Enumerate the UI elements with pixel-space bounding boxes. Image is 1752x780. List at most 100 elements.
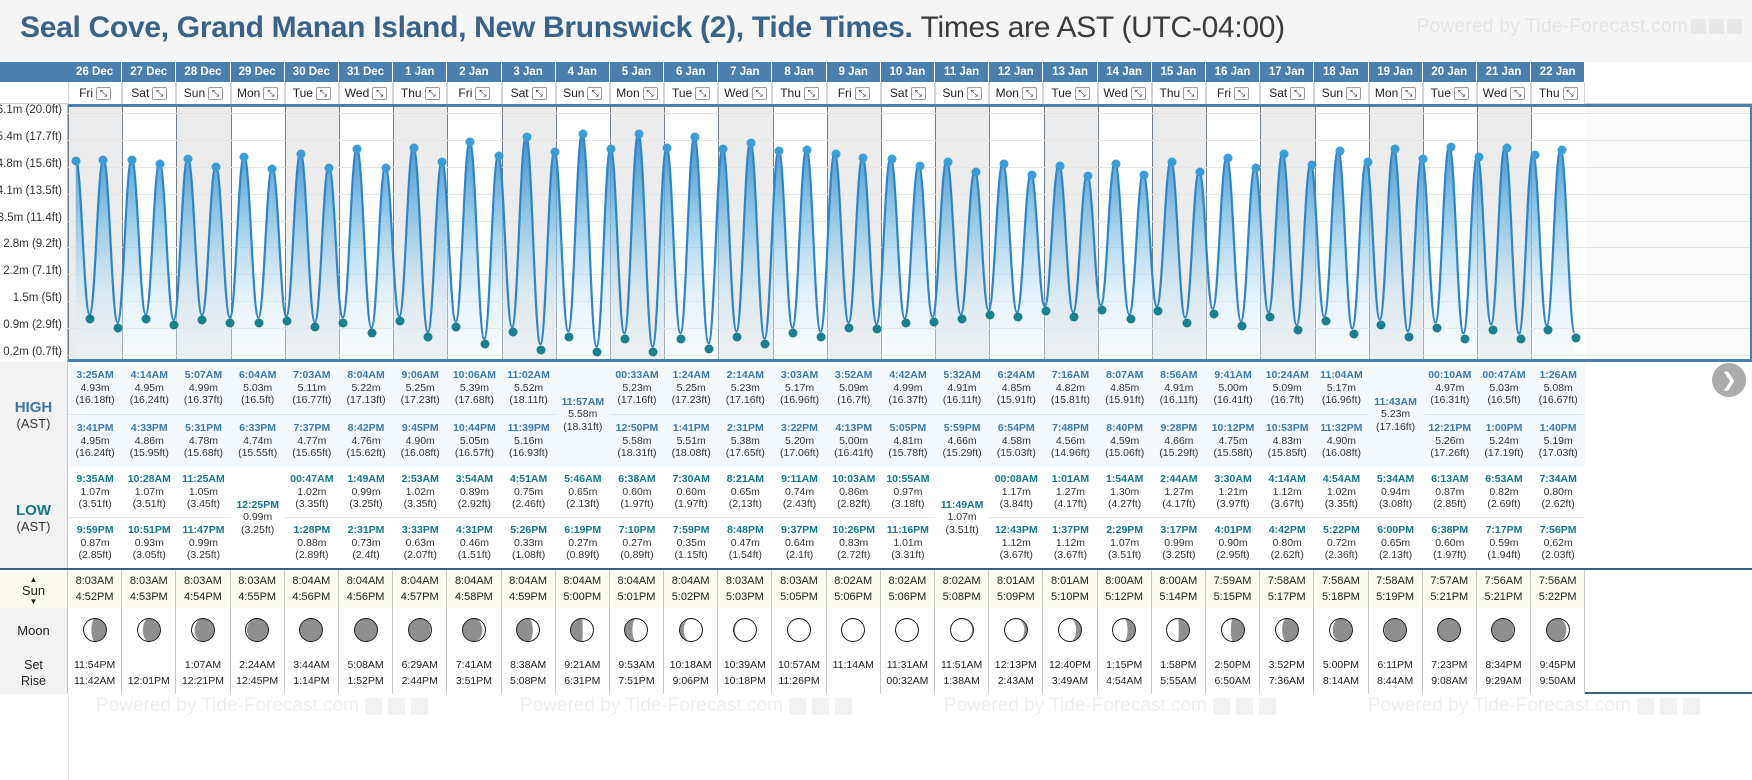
tide-entry: 6:33PM 4.74m (15.55ft) xyxy=(230,414,285,467)
expand-day-icon[interactable]: ⤡ xyxy=(1074,86,1090,100)
moon-phase-icon xyxy=(1329,618,1353,642)
low-tide-point-65 xyxy=(985,310,995,320)
low-tide-day-22: 4:14AM 1.12m (3.67ft) 4:42PM 0.80m (2.62ft) xyxy=(1260,467,1315,568)
tide-height-ft: (1.51ft) xyxy=(457,549,492,562)
tide-time: 11:57AM xyxy=(561,395,605,408)
tide-height-m: 0.90m xyxy=(1218,536,1248,549)
expand-day-icon[interactable]: ⤡ xyxy=(1021,86,1037,100)
tide-height-ft: (16.57ft) xyxy=(454,447,494,460)
moon-cell-11 xyxy=(664,608,719,652)
tide-entry: 10:03AM 0.86m (2.82ft) xyxy=(826,467,881,517)
expand-day-icon[interactable]: ⤡ xyxy=(475,86,491,100)
low-tide-point-39 xyxy=(620,334,630,344)
expand-day-icon[interactable]: ⤡ xyxy=(372,86,388,100)
tide-time: 11:47PM xyxy=(182,524,225,537)
expand-day-icon[interactable]: ⤡ xyxy=(1346,86,1362,100)
expand-day-icon[interactable]: ⤡ xyxy=(263,86,279,100)
tide-height-m: 0.75m xyxy=(514,485,544,498)
tide-time: 12:25PM xyxy=(236,498,279,511)
sun-cell-11: 8:04AM 5:02PM xyxy=(664,570,719,610)
high-tide-point-22 xyxy=(381,163,391,173)
moonset-time: 12:40PM xyxy=(1048,658,1091,671)
moon-setrise-cell-20: 1:58PM 5:55AM xyxy=(1151,652,1206,694)
expand-day-icon[interactable]: ⤡ xyxy=(531,86,547,100)
tide-time: 4:54AM xyxy=(1322,473,1361,486)
tide-height-m: 5.24m xyxy=(1489,434,1519,447)
expand-day-icon[interactable]: ⤡ xyxy=(1130,86,1146,100)
expand-day-icon[interactable]: ⤡ xyxy=(1183,86,1199,100)
expand-day-icon[interactable]: ⤡ xyxy=(751,86,767,100)
date-header-9: 4 Jan xyxy=(555,62,610,82)
tide-height-ft: (3.25ft) xyxy=(1162,549,1196,562)
tide-height-ft: (2.85ft) xyxy=(1433,498,1467,511)
moon-phase-icon xyxy=(516,618,540,642)
sunrise-time: 8:04AM xyxy=(563,575,602,588)
tide-height-ft: (2.69ft) xyxy=(1487,498,1521,511)
expand-day-icon[interactable]: ⤡ xyxy=(803,86,819,100)
tide-height-ft: (16.67ft) xyxy=(1538,394,1578,407)
weekday-label: Tue xyxy=(672,86,693,100)
date-header-10: 5 Jan xyxy=(609,62,665,82)
expand-day-icon[interactable]: ⤡ xyxy=(152,86,168,100)
chart-plot-area[interactable] xyxy=(68,104,1752,362)
expand-day-icon[interactable]: ⤡ xyxy=(854,86,870,100)
expand-day-icon[interactable]: ⤡ xyxy=(424,86,440,100)
moonrise-time: 1:14PM xyxy=(293,675,330,687)
tide-entry: 7:17PM 0.59m (1.94ft) xyxy=(1476,517,1532,568)
tide-height-ft: (2.36ft) xyxy=(1324,549,1359,562)
moonrise-time: 1:38AM xyxy=(943,675,980,687)
footer-watermark-badge xyxy=(834,697,852,715)
low-tide-day-16: 11:49AM 1.07m (3.51ft) xyxy=(935,467,990,568)
chart-y-axis: 6.1m (20.0ft) 5.4m (17.7ft) 4.8m (15.6ft) 4… xyxy=(0,104,68,362)
expand-day-icon[interactable]: ⤡ xyxy=(695,86,711,100)
weekday-label: Wed xyxy=(1103,86,1128,100)
weekday-cell-4: Tue ⤡ xyxy=(284,82,339,104)
tide-time: 8:04AM xyxy=(347,369,385,382)
tide-entry: 00:47AM 5.03m (16.5ft) xyxy=(1476,362,1532,414)
footer-watermark-badge xyxy=(1212,697,1230,715)
moonset-time: 10:39AM xyxy=(723,658,766,671)
tide-entry: 6:19PM 0.27m (0.89ft) xyxy=(555,517,610,568)
scroll-next-button[interactable]: ❯ xyxy=(1712,363,1746,397)
expand-day-icon[interactable]: ⤡ xyxy=(1290,86,1306,100)
sunset-time: 5:01PM xyxy=(617,591,656,603)
high-tide-day-10: 00:33AM 5.23m (17.16ft) 12:50PM 5.58m (18.31f… xyxy=(609,362,665,467)
moon-lit-area xyxy=(1384,618,1407,642)
date-header-15: 10 Jan xyxy=(880,62,935,82)
tide-height-ft: (3.51ft) xyxy=(945,523,979,536)
moonset-time: 10:57AM xyxy=(778,658,821,671)
tide-height-ft: (16.11ft) xyxy=(942,394,982,407)
expand-day-icon[interactable]: ⤡ xyxy=(96,86,112,100)
tide-height-m: 0.60m xyxy=(622,485,652,498)
tide-height-ft: (18.31ft) xyxy=(563,420,603,433)
high-tide-day-5: 8:04AM 5.22m (17.13ft) 8:42PM 4.76m (15.62ft) xyxy=(338,362,394,467)
tide-height-m: 5.09m xyxy=(1272,381,1302,394)
expand-day-icon[interactable]: ⤡ xyxy=(1234,86,1250,100)
expand-day-icon[interactable]: ⤡ xyxy=(587,86,603,100)
expand-day-icon[interactable]: ⤡ xyxy=(1401,86,1417,100)
moonset-time: 7:23PM xyxy=(1431,658,1468,671)
expand-day-icon[interactable]: ⤡ xyxy=(966,86,982,100)
expand-day-icon[interactable]: ⤡ xyxy=(1453,86,1469,100)
expand-day-icon[interactable]: ⤡ xyxy=(910,86,926,100)
low-tide-point-97 xyxy=(1432,323,1442,333)
high-tide-point-2 xyxy=(98,155,108,165)
tide-height-m: 5.19m xyxy=(1543,434,1573,447)
expand-day-icon[interactable]: ⤡ xyxy=(642,86,658,100)
weekday-label: Sun xyxy=(1321,86,1344,100)
sunset-arrow-icon: ▼ xyxy=(29,596,38,606)
low-tide-point-29 xyxy=(480,339,490,349)
footer-watermark-badge xyxy=(788,697,806,715)
moonrise-time xyxy=(852,673,855,689)
tide-height-ft: (2.13ft) xyxy=(566,498,600,511)
moon-cell-25 xyxy=(1422,608,1477,652)
sun-section: ▲ Sun ▼ 8:03AM 4:52PM 8:03AM 4:53PM 8:03AM 4:… xyxy=(0,568,1752,610)
expand-day-icon[interactable]: ⤡ xyxy=(1562,86,1578,100)
moon-lit-area xyxy=(1124,618,1136,642)
moon-cell-24 xyxy=(1368,608,1423,652)
tide-height-ft: (17.16ft) xyxy=(1376,420,1416,433)
expand-day-icon[interactable]: ⤡ xyxy=(208,86,224,100)
expand-day-icon[interactable]: ⤡ xyxy=(1510,86,1526,100)
expand-day-icon[interactable]: ⤡ xyxy=(315,86,331,100)
date-header-24: 19 Jan xyxy=(1368,62,1423,82)
